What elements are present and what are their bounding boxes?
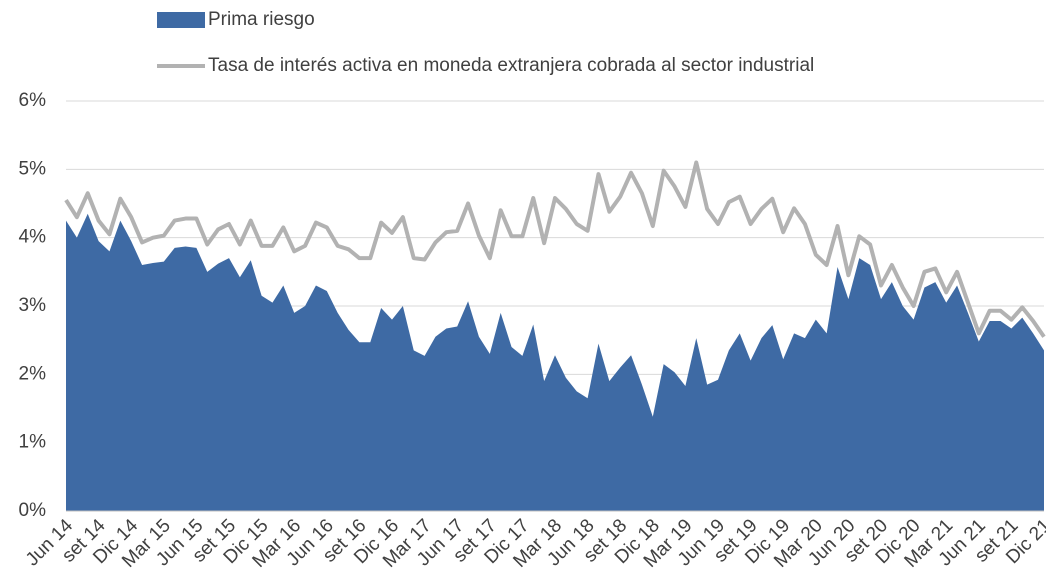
y-tick-label: 4%: [19, 227, 47, 248]
y-tick-label: 5%: [19, 158, 47, 179]
y-tick-label: 0%: [19, 500, 47, 521]
y-tick-label: 3%: [19, 295, 47, 316]
legend-label: Tasa de interés activa en moneda extranj…: [208, 55, 814, 76]
y-tick-label: 2%: [19, 363, 47, 384]
y-tick-label: 6%: [19, 90, 47, 111]
area: [66, 213, 1044, 511]
line: [64, 160, 1046, 338]
legend-swatch: [157, 12, 205, 28]
legend-label: Prima riesgo: [208, 9, 315, 30]
y-tick-label: 1%: [19, 432, 47, 453]
